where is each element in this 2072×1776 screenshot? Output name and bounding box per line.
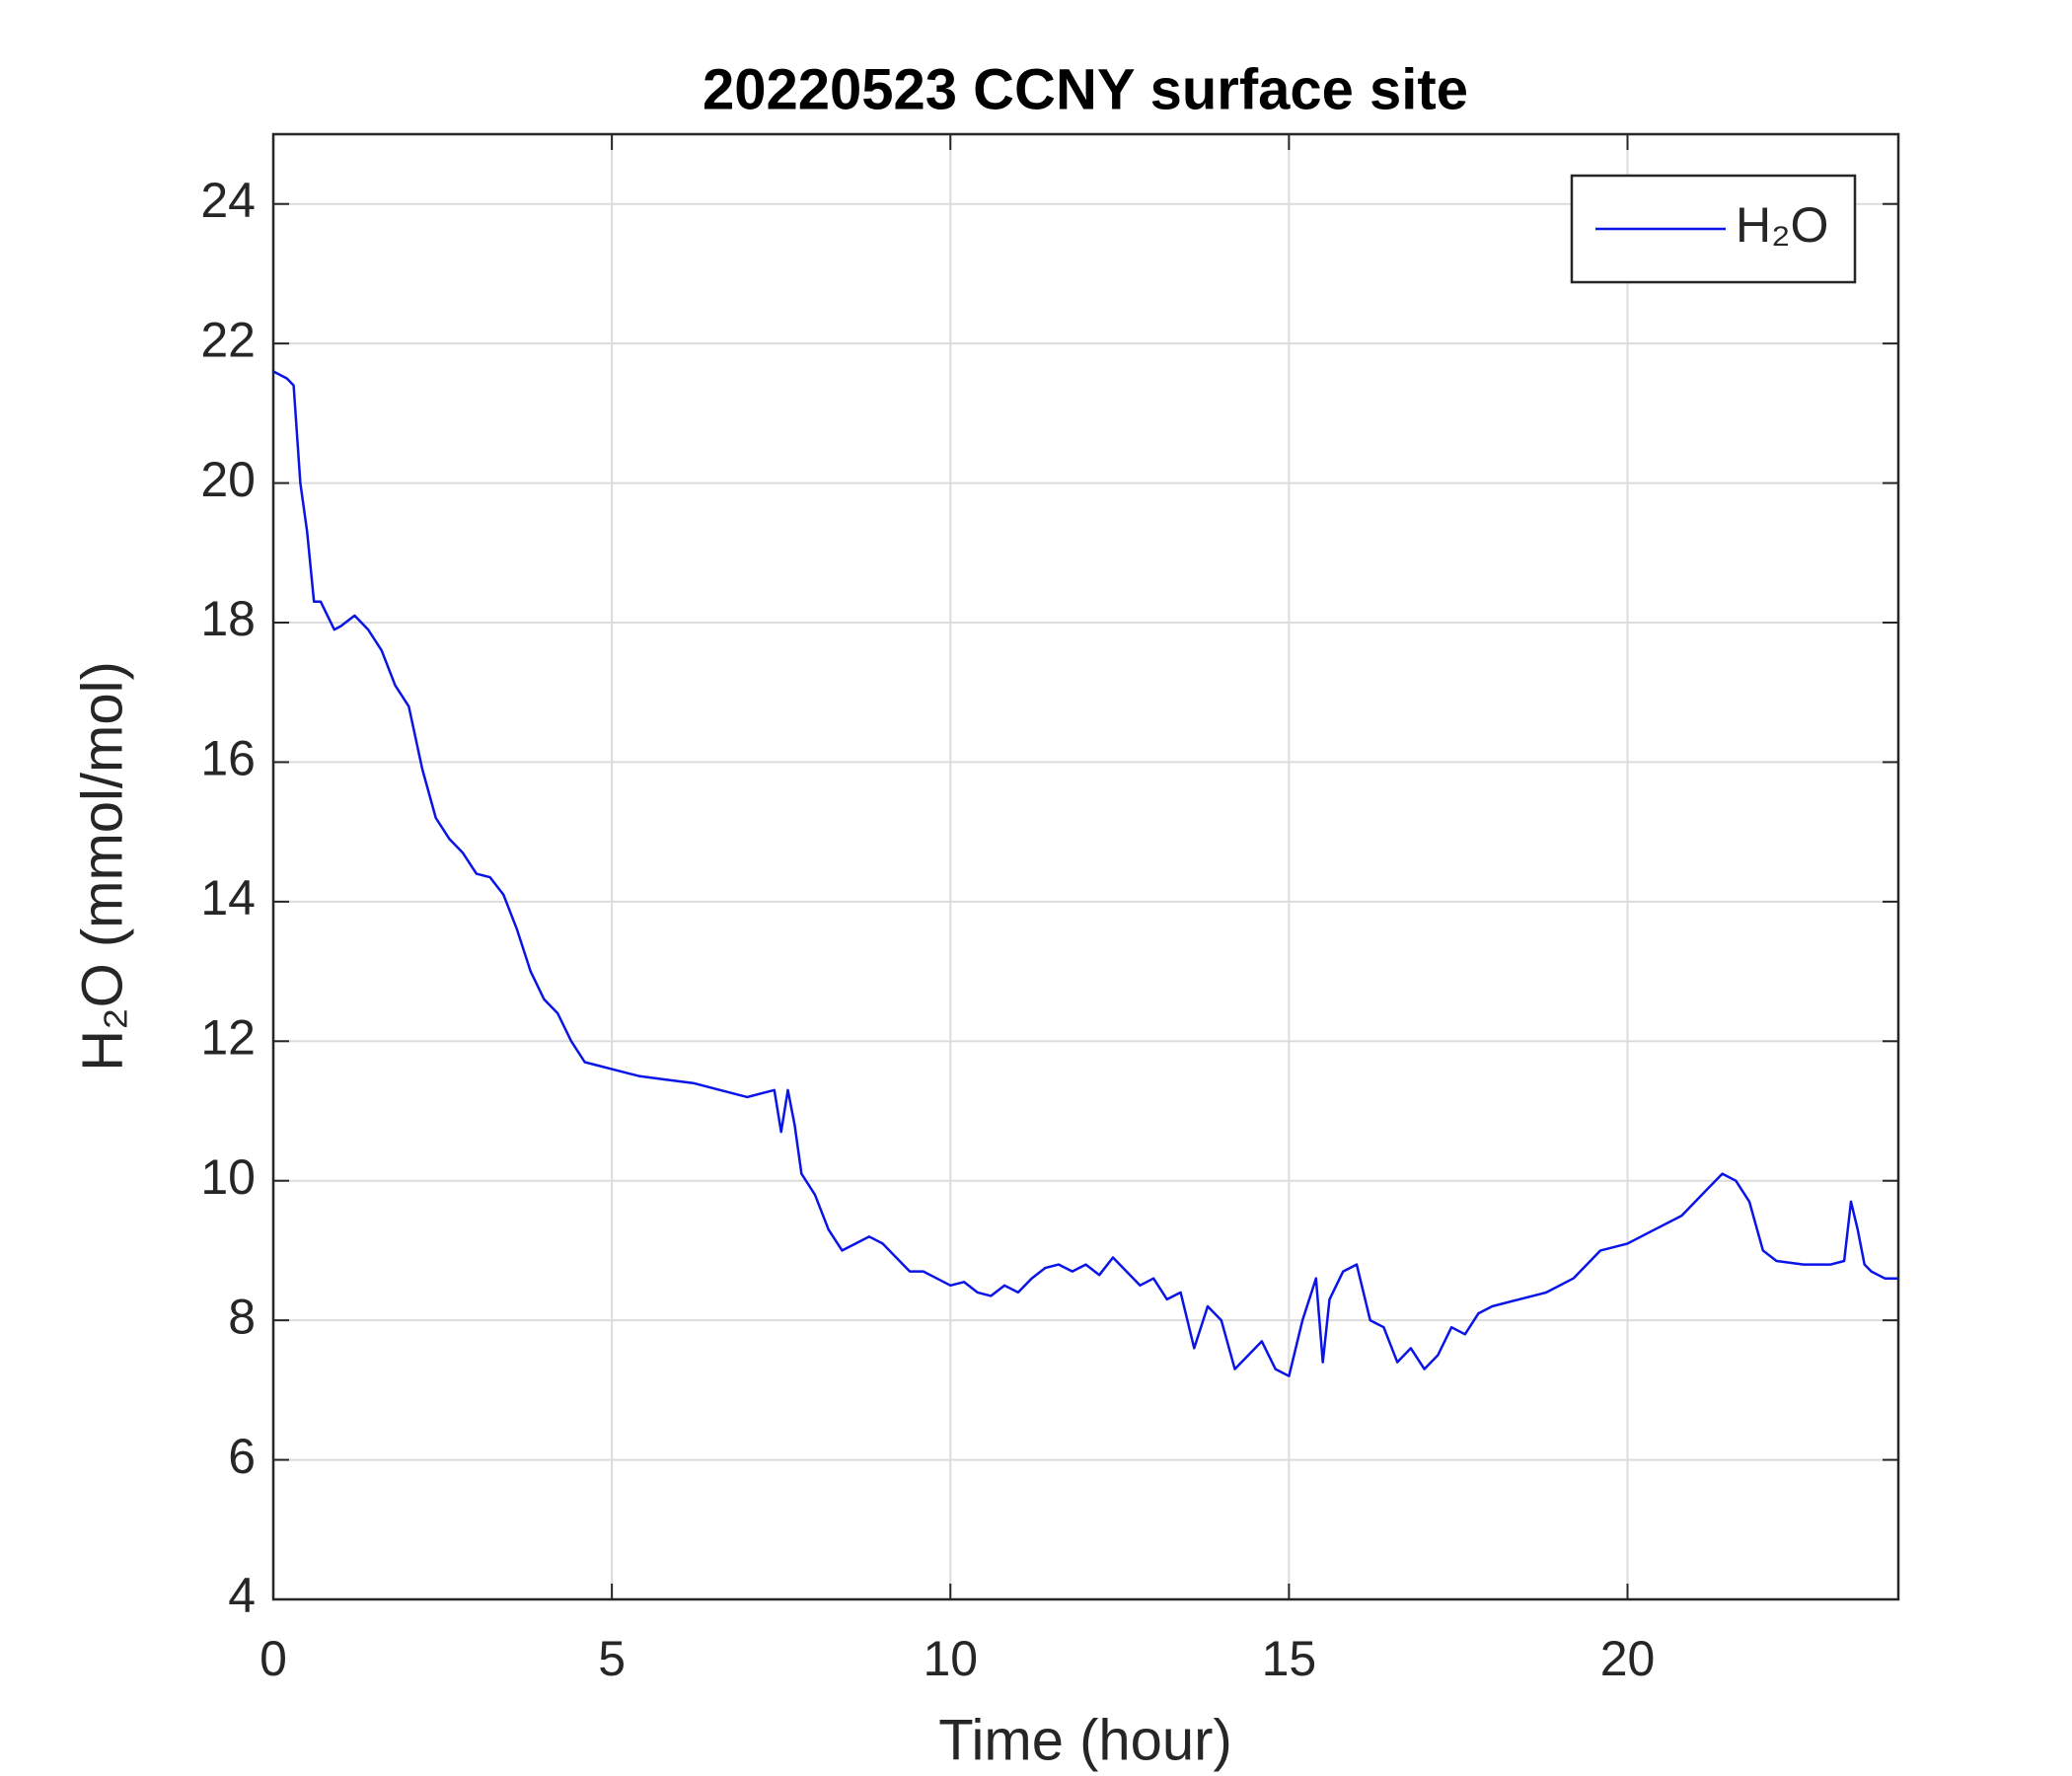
y-tick-label: 6 (228, 1429, 256, 1484)
y-tick-label: 18 (200, 591, 256, 646)
y-tick-label: 24 (200, 173, 256, 228)
y-tick-label: 4 (228, 1568, 256, 1623)
y-tick-label: 16 (200, 731, 256, 786)
legend-label: H₂O (1736, 197, 1828, 253)
data-line (272, 370, 1898, 1377)
y-tick-label: 20 (200, 452, 256, 507)
y-tick-label: 14 (200, 870, 256, 925)
y-tick-label: 10 (200, 1149, 256, 1205)
chart-title: 20220523 CCNY surface site (703, 57, 1468, 121)
plot-frame (271, 132, 1900, 1601)
y-tick-label: 22 (200, 312, 256, 367)
x-axis-label: Time (hour) (938, 1708, 1232, 1772)
y-tick-label: 8 (228, 1289, 256, 1344)
y-tick-label: 12 (200, 1009, 256, 1065)
x-tick-label: 10 (923, 1631, 978, 1686)
x-tick-label: 0 (259, 1631, 287, 1686)
x-tick-label: 5 (598, 1631, 626, 1686)
x-tick-label: 15 (1262, 1631, 1317, 1686)
y-axis-label: H₂O (mmol/mol) (70, 661, 134, 1072)
x-tick-label: 20 (1600, 1631, 1656, 1686)
